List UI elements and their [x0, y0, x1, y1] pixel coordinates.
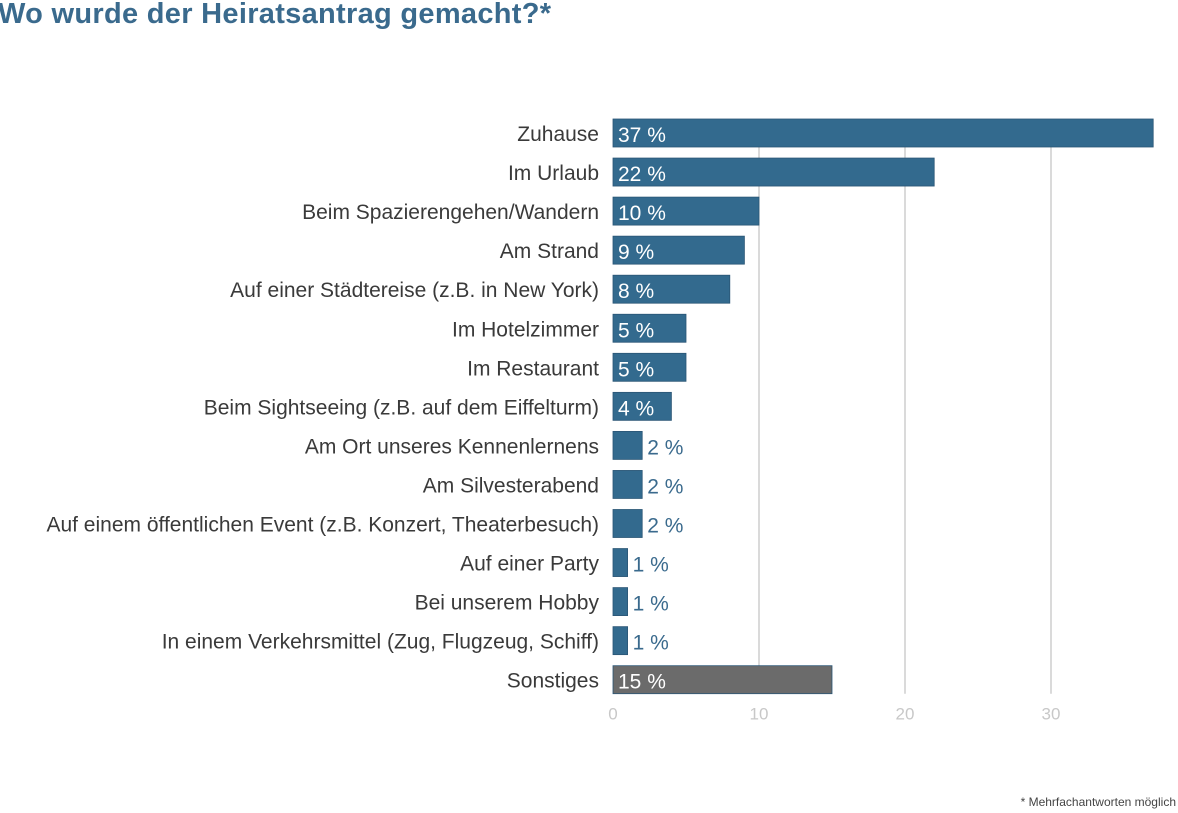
category-label: Beim Sightseeing (z.B. auf dem Eiffeltur…: [204, 396, 599, 419]
bar: [612, 352, 687, 382]
category-label: Beim Spazierengehen/Wandern: [302, 201, 599, 224]
bar: [612, 587, 629, 616]
category-label: Im Urlaub: [508, 162, 599, 185]
bar: [612, 157, 935, 187]
data-label: 2 %: [647, 475, 683, 498]
category-label: Im Hotelzimmer: [452, 318, 599, 341]
category-label: Auf einem öffentlichen Event (z.B. Konze…: [46, 514, 599, 537]
x-tick-label: 0: [608, 705, 617, 724]
category-label: Auf einer Städtereise (z.B. in New York): [230, 279, 599, 302]
bar: [612, 313, 687, 343]
data-label: 1 %: [633, 554, 669, 577]
data-label: 2 %: [647, 515, 683, 538]
bar: [612, 470, 643, 499]
data-label: 8 %: [618, 280, 654, 303]
x-tick-label: 30: [1042, 705, 1061, 724]
bar: [612, 274, 731, 304]
data-label: 1 %: [633, 593, 669, 616]
bar: [612, 235, 745, 265]
category-label: Zuhause: [517, 123, 599, 146]
bar: [612, 626, 629, 656]
data-label: 4 %: [618, 397, 654, 420]
bar: [612, 196, 760, 226]
bar: [612, 548, 629, 577]
data-label: 15 %: [618, 671, 666, 694]
category-label: Am Strand: [500, 240, 599, 263]
data-label: 10 %: [618, 202, 666, 225]
data-label: 9 %: [618, 241, 654, 264]
data-label: 5 %: [618, 358, 654, 381]
data-label: 5 %: [618, 319, 654, 342]
category-label: Am Ort unseres Kennenlernens: [305, 435, 599, 458]
category-label: Bei unserem Hobby: [415, 592, 600, 615]
x-tick-label: 10: [750, 705, 769, 724]
data-label: 22 %: [618, 163, 666, 186]
bar: [612, 509, 643, 538]
bar: [612, 665, 833, 695]
category-label: Sonstiges: [507, 670, 599, 693]
bar: [612, 118, 1154, 148]
bar: [612, 430, 643, 460]
data-label: 2 %: [647, 436, 683, 459]
category-label: Auf einer Party: [460, 553, 599, 576]
category-label: In einem Verkehrsmittel (Zug, Flugzeug, …: [162, 631, 599, 654]
chart-title: Wo wurde der Heiratsantrag gemacht?*: [0, 0, 552, 30]
data-label: 1 %: [633, 632, 669, 655]
x-tick-label: 20: [896, 705, 915, 724]
category-label: Im Restaurant: [467, 357, 599, 380]
bar: [612, 391, 672, 421]
category-label: Am Silvesterabend: [423, 474, 599, 497]
footnote: * Mehrfachantworten möglich: [1020, 795, 1176, 809]
data-label: 37 %: [618, 124, 666, 147]
